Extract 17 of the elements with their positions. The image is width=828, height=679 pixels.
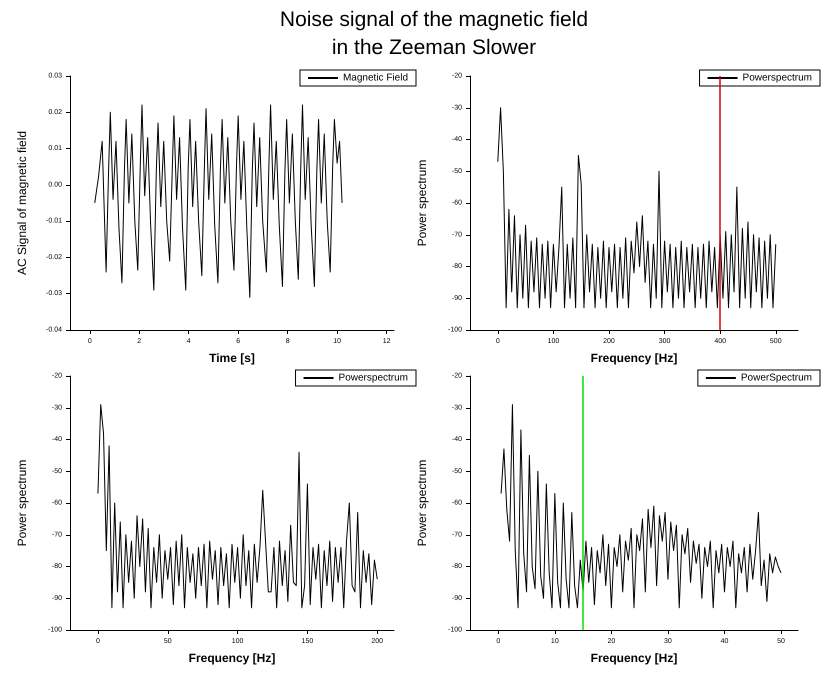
x-axis-title: Frequency [Hz] <box>590 651 678 665</box>
y-axis-title: AC Signal of magnetic field <box>15 130 29 276</box>
line-series <box>97 404 378 608</box>
x-axis-title: Frequency [Hz] <box>188 651 276 665</box>
line-series <box>94 104 343 298</box>
legend-label: Powerspectrum <box>338 372 408 384</box>
y-axis-title: Power spectrum <box>415 160 429 246</box>
y-axis-title: Power spectrum <box>15 460 29 546</box>
legend-label: Magnetic Field <box>342 72 408 84</box>
chart-title: Noise signal of the magnetic field in the Zeeman Slower <box>278 7 590 61</box>
legend-label: PowerSpectrum <box>740 372 812 384</box>
line-series <box>497 107 776 308</box>
line-series <box>500 404 782 608</box>
x-axis-title: Time [s] <box>209 351 255 365</box>
y-axis-title: Power spectrum <box>415 460 429 546</box>
legend-label: Powerspectrum <box>742 72 812 84</box>
x-axis-title: Frequency [Hz] <box>590 351 678 365</box>
